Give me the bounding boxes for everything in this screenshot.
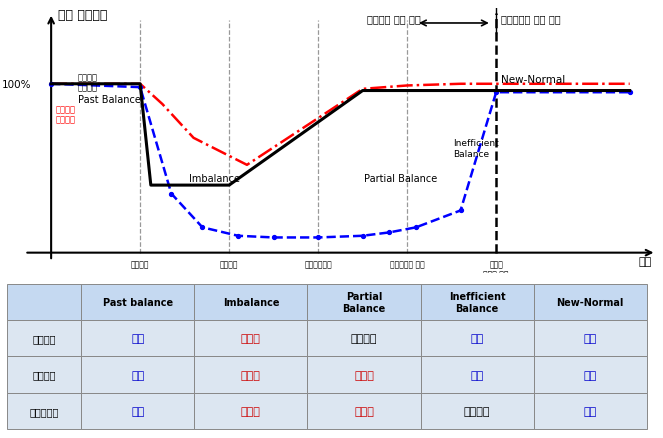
Text: 재난발생: 재난발생 [131,260,149,269]
Text: Inefficient
Balance: Inefficient Balance [449,292,505,313]
Text: 수급균형 확보 중심: 수급균형 확보 중심 [367,14,421,24]
Text: New-Normal: New-Normal [556,297,624,307]
Bar [308,321,420,357]
Text: Past Balance: Past Balance [78,95,141,105]
Text: 추기수급: 추기수급 [32,370,56,380]
Bar [420,321,534,357]
Bar [82,393,194,429]
Bar [308,285,420,321]
Text: 미달성: 미달성 [241,370,261,380]
Text: 부분달성: 부분달성 [351,334,377,344]
Bar [308,357,420,393]
Bar [7,285,82,321]
Bar [82,285,194,321]
Text: 미달성: 미달성 [354,406,374,416]
Text: Inefficient
Balance: Inefficient Balance [453,139,499,158]
Bar [420,393,534,429]
Text: 미달성: 미달성 [241,406,261,416]
Bar [420,357,534,393]
Text: 달성: 달성 [471,334,484,344]
Bar [534,357,646,393]
Bar [308,393,420,429]
Text: 달성: 달성 [131,370,145,380]
Text: 시간: 시간 [638,256,652,266]
Text: 필수수급: 필수수급 [32,334,56,344]
Text: 달성: 달성 [583,406,597,416]
Text: 달성: 달성 [131,406,145,416]
Text: Imbalance: Imbalance [223,297,279,307]
Text: 운용적정성: 운용적정성 [29,406,59,416]
Text: 달성: 달성 [583,334,597,344]
Bar [420,285,534,321]
Text: 유지적정성 확보 중심: 유지적정성 확보 중심 [501,14,560,24]
Text: Past balance: Past balance [103,297,173,307]
Text: 전체수급
달성수준: 전체수급 달성수준 [78,73,98,92]
Text: Partial
Balance: Partial Balance [342,292,386,313]
Text: Partial Balance: Partial Balance [365,174,438,184]
Text: 복구조치진행: 복구조치진행 [304,260,332,269]
Text: 달성: 달성 [131,334,145,344]
Text: 미달성: 미달성 [354,370,374,380]
Bar [7,321,82,357]
Bar [534,285,646,321]
Text: 달성: 달성 [583,370,597,380]
Text: 새로운
효율적 균형: 새로운 효율적 균형 [483,260,509,279]
Bar [82,357,194,393]
Bar [82,321,194,357]
Text: 필수수급
달성수준: 필수수급 달성수준 [56,105,76,124]
Text: 100%: 100% [2,80,32,89]
Bar [194,285,308,321]
Text: 미달성: 미달성 [241,334,261,344]
Text: 달성: 달성 [471,370,484,380]
Bar [194,321,308,357]
Bar [534,321,646,357]
Text: 부분달성: 부분달성 [464,406,491,416]
Bar [7,393,82,429]
Bar [7,357,82,393]
Text: 수급 달성수준: 수급 달성수준 [58,9,107,22]
Bar [194,357,308,393]
Text: Imbalance: Imbalance [189,174,240,184]
Text: 재난종료: 재난종료 [220,260,239,269]
Bar [534,393,646,429]
Text: 효율미고려 균형: 효율미고려 균형 [390,260,424,269]
Bar [194,393,308,429]
Text: New-Normal: New-Normal [501,74,565,85]
